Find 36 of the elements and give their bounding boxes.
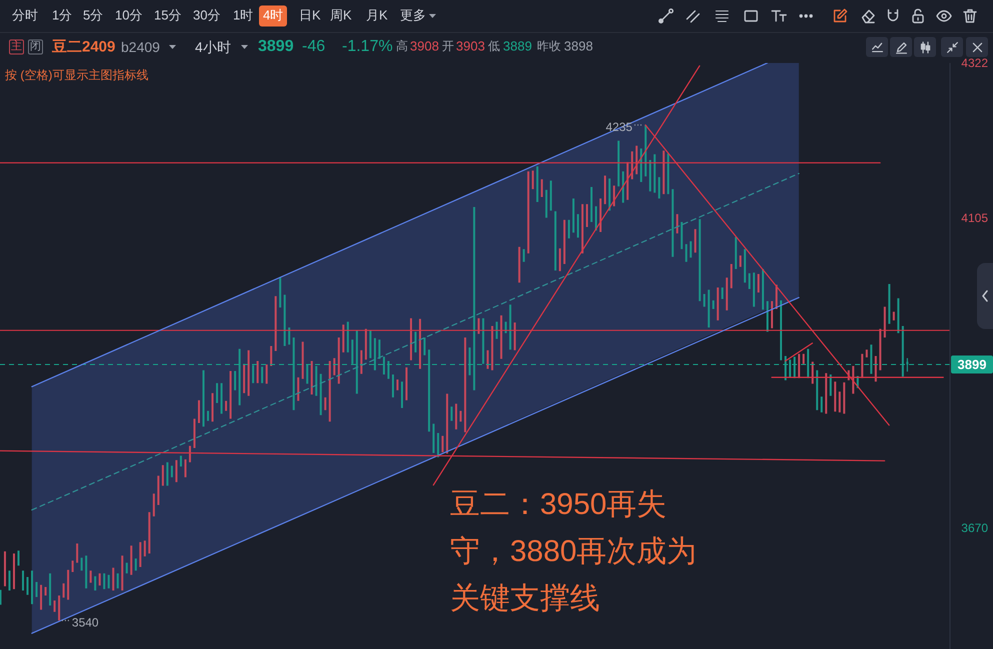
- y-tick-label: 3670: [961, 521, 988, 536]
- text: 15分: [154, 8, 182, 24]
- text: 日K: [299, 8, 321, 24]
- text: -1.17%: [342, 38, 393, 56]
- y-tick-label: 4322: [961, 56, 988, 70]
- y-tick-label: 4105: [961, 210, 988, 225]
- chart-title: 豆二2409: [52, 38, 116, 56]
- text: 低: [488, 39, 500, 54]
- ref-line-label: 3899: [958, 357, 986, 372]
- text: 30分: [193, 8, 220, 24]
- text: 周K: [330, 8, 352, 24]
- text: 昨收: [537, 39, 561, 54]
- text: 3908: [410, 38, 439, 54]
- text: 4小时: [195, 38, 231, 56]
- text: 开: [442, 39, 454, 54]
- text: 10分: [115, 8, 142, 24]
- annotation: 3540: [72, 616, 99, 630]
- text: -46: [302, 38, 326, 56]
- text: 高: [396, 39, 408, 54]
- text: 1时: [233, 8, 254, 24]
- text: 4时: [259, 6, 288, 26]
- text: 更多: [400, 8, 426, 24]
- annotation: 豆二：3950再失守，3880再次成为关键支撑线: [450, 487, 698, 617]
- chart-subtitle: b2409: [121, 38, 160, 56]
- text: 闭: [28, 40, 43, 54]
- candlestick: [906, 358, 908, 372]
- text: 1分: [52, 8, 72, 24]
- text: 5分: [83, 8, 104, 24]
- text: 3899: [258, 38, 294, 56]
- annotation: 按 (空格)可显示主图指标线: [5, 68, 148, 83]
- text: 3898: [564, 38, 593, 54]
- text: 分时: [12, 8, 38, 24]
- text: 主: [9, 40, 24, 54]
- text: 3889: [503, 38, 532, 54]
- text: 3903: [456, 38, 485, 54]
- text: 月K: [366, 8, 388, 24]
